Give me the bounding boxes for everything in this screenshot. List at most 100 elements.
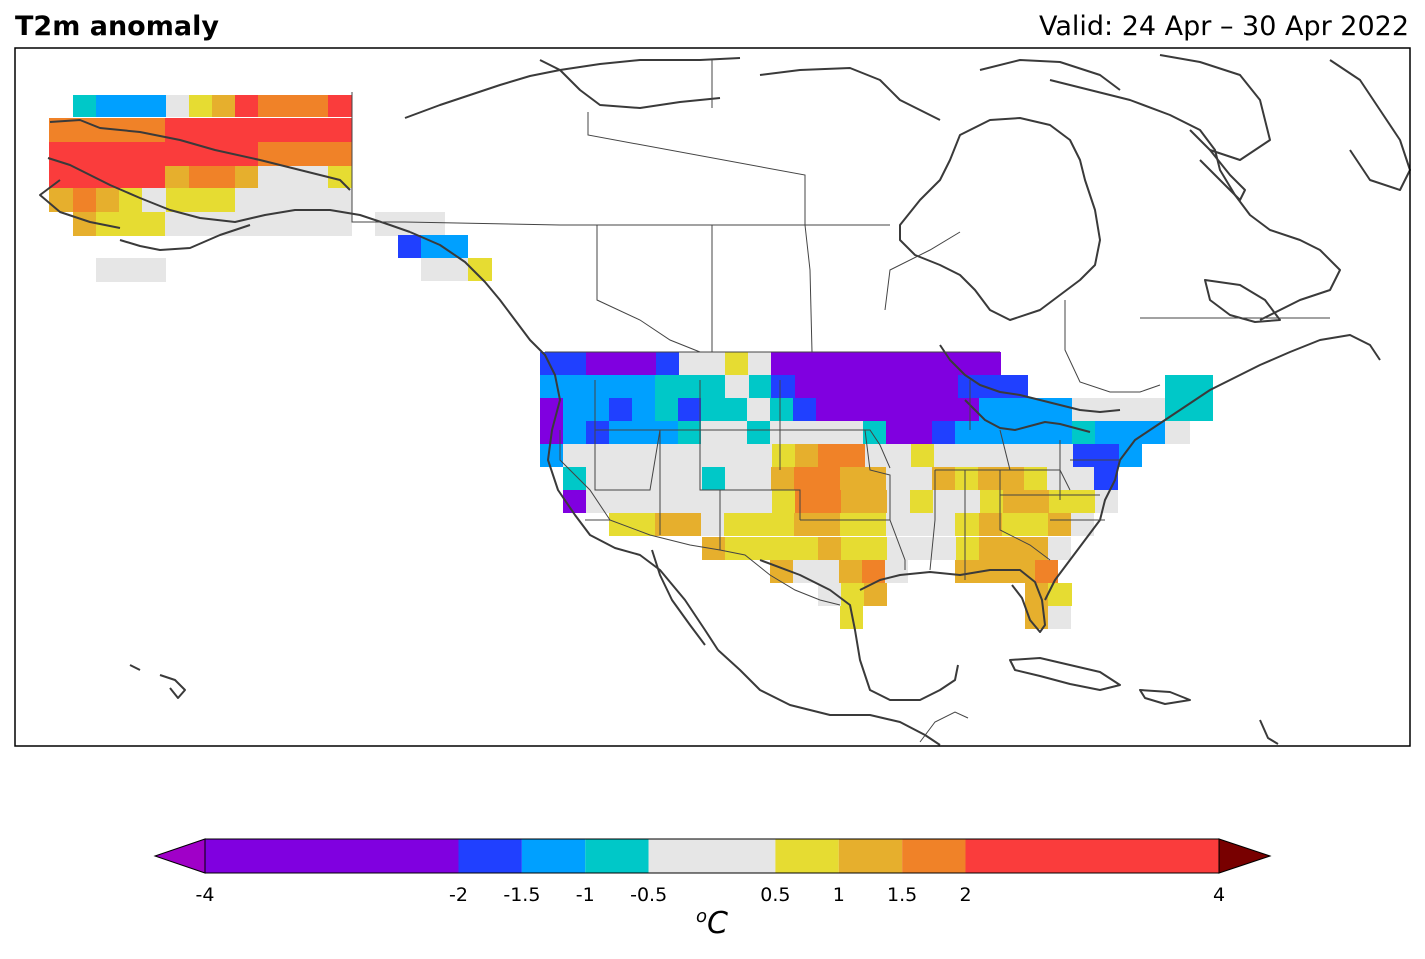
anomaly-cell bbox=[747, 421, 770, 444]
anomaly-cell bbox=[119, 212, 165, 236]
colorbar-segment bbox=[965, 839, 1219, 873]
anomaly-cell bbox=[932, 467, 955, 490]
anomaly-cell bbox=[632, 398, 655, 422]
colorbar-tick-label: 4 bbox=[1212, 884, 1226, 906]
anomaly-cell bbox=[1035, 560, 1058, 583]
anomaly-cell bbox=[978, 467, 1024, 490]
anomaly-cell bbox=[1048, 513, 1071, 536]
anomaly-cell bbox=[1048, 606, 1071, 629]
anomaly-cell bbox=[258, 95, 328, 117]
anomaly-cell bbox=[328, 166, 352, 188]
colorbar-outline bbox=[204, 838, 1220, 874]
anomaly-cell bbox=[770, 398, 793, 422]
anomaly-cell bbox=[212, 95, 235, 117]
anomaly-cell bbox=[586, 467, 702, 490]
anomaly-cell bbox=[793, 398, 816, 422]
anomaly-cell bbox=[1071, 513, 1094, 536]
anomaly-cell bbox=[166, 95, 189, 117]
anomaly-cell bbox=[932, 421, 955, 444]
anomaly-cell bbox=[96, 95, 166, 117]
anomaly-cell bbox=[955, 513, 979, 536]
colorbar-segment bbox=[458, 839, 522, 873]
anomaly-cell bbox=[816, 398, 886, 422]
anomaly-cell bbox=[1025, 537, 1048, 560]
anomaly-cell bbox=[609, 513, 655, 536]
colorbar-segment bbox=[521, 839, 586, 873]
anomaly-cell bbox=[678, 398, 701, 422]
anomaly-cell bbox=[96, 258, 166, 282]
anomaly-cell bbox=[165, 118, 352, 142]
anomaly-cell bbox=[958, 375, 1028, 398]
anomaly-cell bbox=[862, 560, 885, 583]
anomaly-cell bbox=[166, 188, 189, 212]
map-frame bbox=[14, 47, 1411, 747]
anomaly-cell bbox=[748, 352, 771, 375]
anomaly-cell bbox=[679, 352, 725, 375]
anomaly-cell bbox=[678, 421, 701, 444]
anomaly-cell bbox=[865, 375, 958, 398]
colorbar-tick-label: -1 bbox=[575, 884, 595, 906]
anomaly-cell bbox=[421, 235, 468, 258]
colorbar-segment bbox=[648, 839, 776, 873]
colorbar-segment bbox=[205, 839, 459, 873]
anomaly-cell bbox=[189, 166, 235, 188]
map-title: T2m anomaly bbox=[15, 11, 219, 42]
colorbar-tick-label: 0.5 bbox=[760, 884, 791, 906]
anomaly-cell bbox=[795, 444, 818, 467]
anomaly-cell bbox=[910, 490, 933, 513]
anomaly-cell bbox=[771, 352, 1001, 375]
anomaly-cell bbox=[1003, 490, 1049, 513]
anomaly-cell bbox=[540, 444, 563, 467]
anomaly-cell bbox=[724, 513, 794, 536]
anomaly-cell bbox=[980, 490, 1003, 513]
anomaly-cell bbox=[632, 375, 655, 398]
anomaly-cell bbox=[887, 490, 910, 513]
anomaly-cell bbox=[726, 490, 772, 513]
anomaly-cell bbox=[165, 142, 258, 166]
anomaly-cell bbox=[1049, 398, 1072, 422]
colorbar-under-arrow bbox=[153, 838, 206, 874]
colorbar-tick-label: -1.5 bbox=[503, 884, 541, 906]
anomaly-cell bbox=[96, 212, 119, 236]
anomaly-cell bbox=[818, 537, 841, 560]
anomaly-cell bbox=[421, 258, 468, 281]
anomaly-cell bbox=[1073, 444, 1096, 467]
colorbar-tick-label: -4 bbox=[195, 884, 215, 906]
anomaly-cell bbox=[839, 560, 862, 583]
anomaly-cell bbox=[586, 375, 632, 398]
anomaly-cell bbox=[770, 421, 863, 444]
anomaly-cell bbox=[563, 467, 586, 490]
anomaly-cell bbox=[656, 352, 679, 375]
anomaly-cell bbox=[586, 490, 726, 513]
anomaly-cell bbox=[911, 444, 934, 467]
anomaly-cell bbox=[795, 490, 841, 513]
anomaly-cell bbox=[886, 398, 979, 422]
colorbar bbox=[153, 838, 1272, 874]
anomaly-cell bbox=[772, 444, 795, 467]
anomaly-cell bbox=[725, 537, 748, 560]
anomaly-cell bbox=[1047, 467, 1094, 490]
colorbar-segment bbox=[775, 839, 839, 873]
anomaly-cell bbox=[863, 421, 886, 444]
anomaly-cell bbox=[771, 467, 794, 490]
anomaly-cell bbox=[886, 421, 932, 444]
colorbar-segment bbox=[902, 839, 966, 873]
anomaly-cell bbox=[841, 583, 864, 606]
anomaly-cell bbox=[586, 421, 609, 444]
anomaly-cell bbox=[540, 398, 563, 422]
anomaly-cell bbox=[1048, 583, 1072, 606]
anomaly-cell bbox=[840, 467, 886, 490]
anomaly-cell bbox=[934, 444, 1050, 467]
colorbar-tick-label: -2 bbox=[449, 884, 468, 906]
anomaly-cell bbox=[771, 375, 795, 398]
anomaly-cell bbox=[841, 490, 887, 513]
anomaly-cell bbox=[1048, 537, 1071, 560]
anomaly-cell bbox=[725, 467, 771, 490]
anomaly-cell bbox=[725, 352, 748, 375]
anomaly-cell bbox=[49, 142, 165, 166]
anomaly-cell bbox=[955, 560, 1035, 583]
anomaly-cell bbox=[1049, 490, 1095, 513]
colorbar-tick-label: 2 bbox=[959, 884, 972, 906]
colorbar-tick-label: 1 bbox=[832, 884, 845, 906]
anomaly-cell bbox=[1072, 421, 1095, 444]
